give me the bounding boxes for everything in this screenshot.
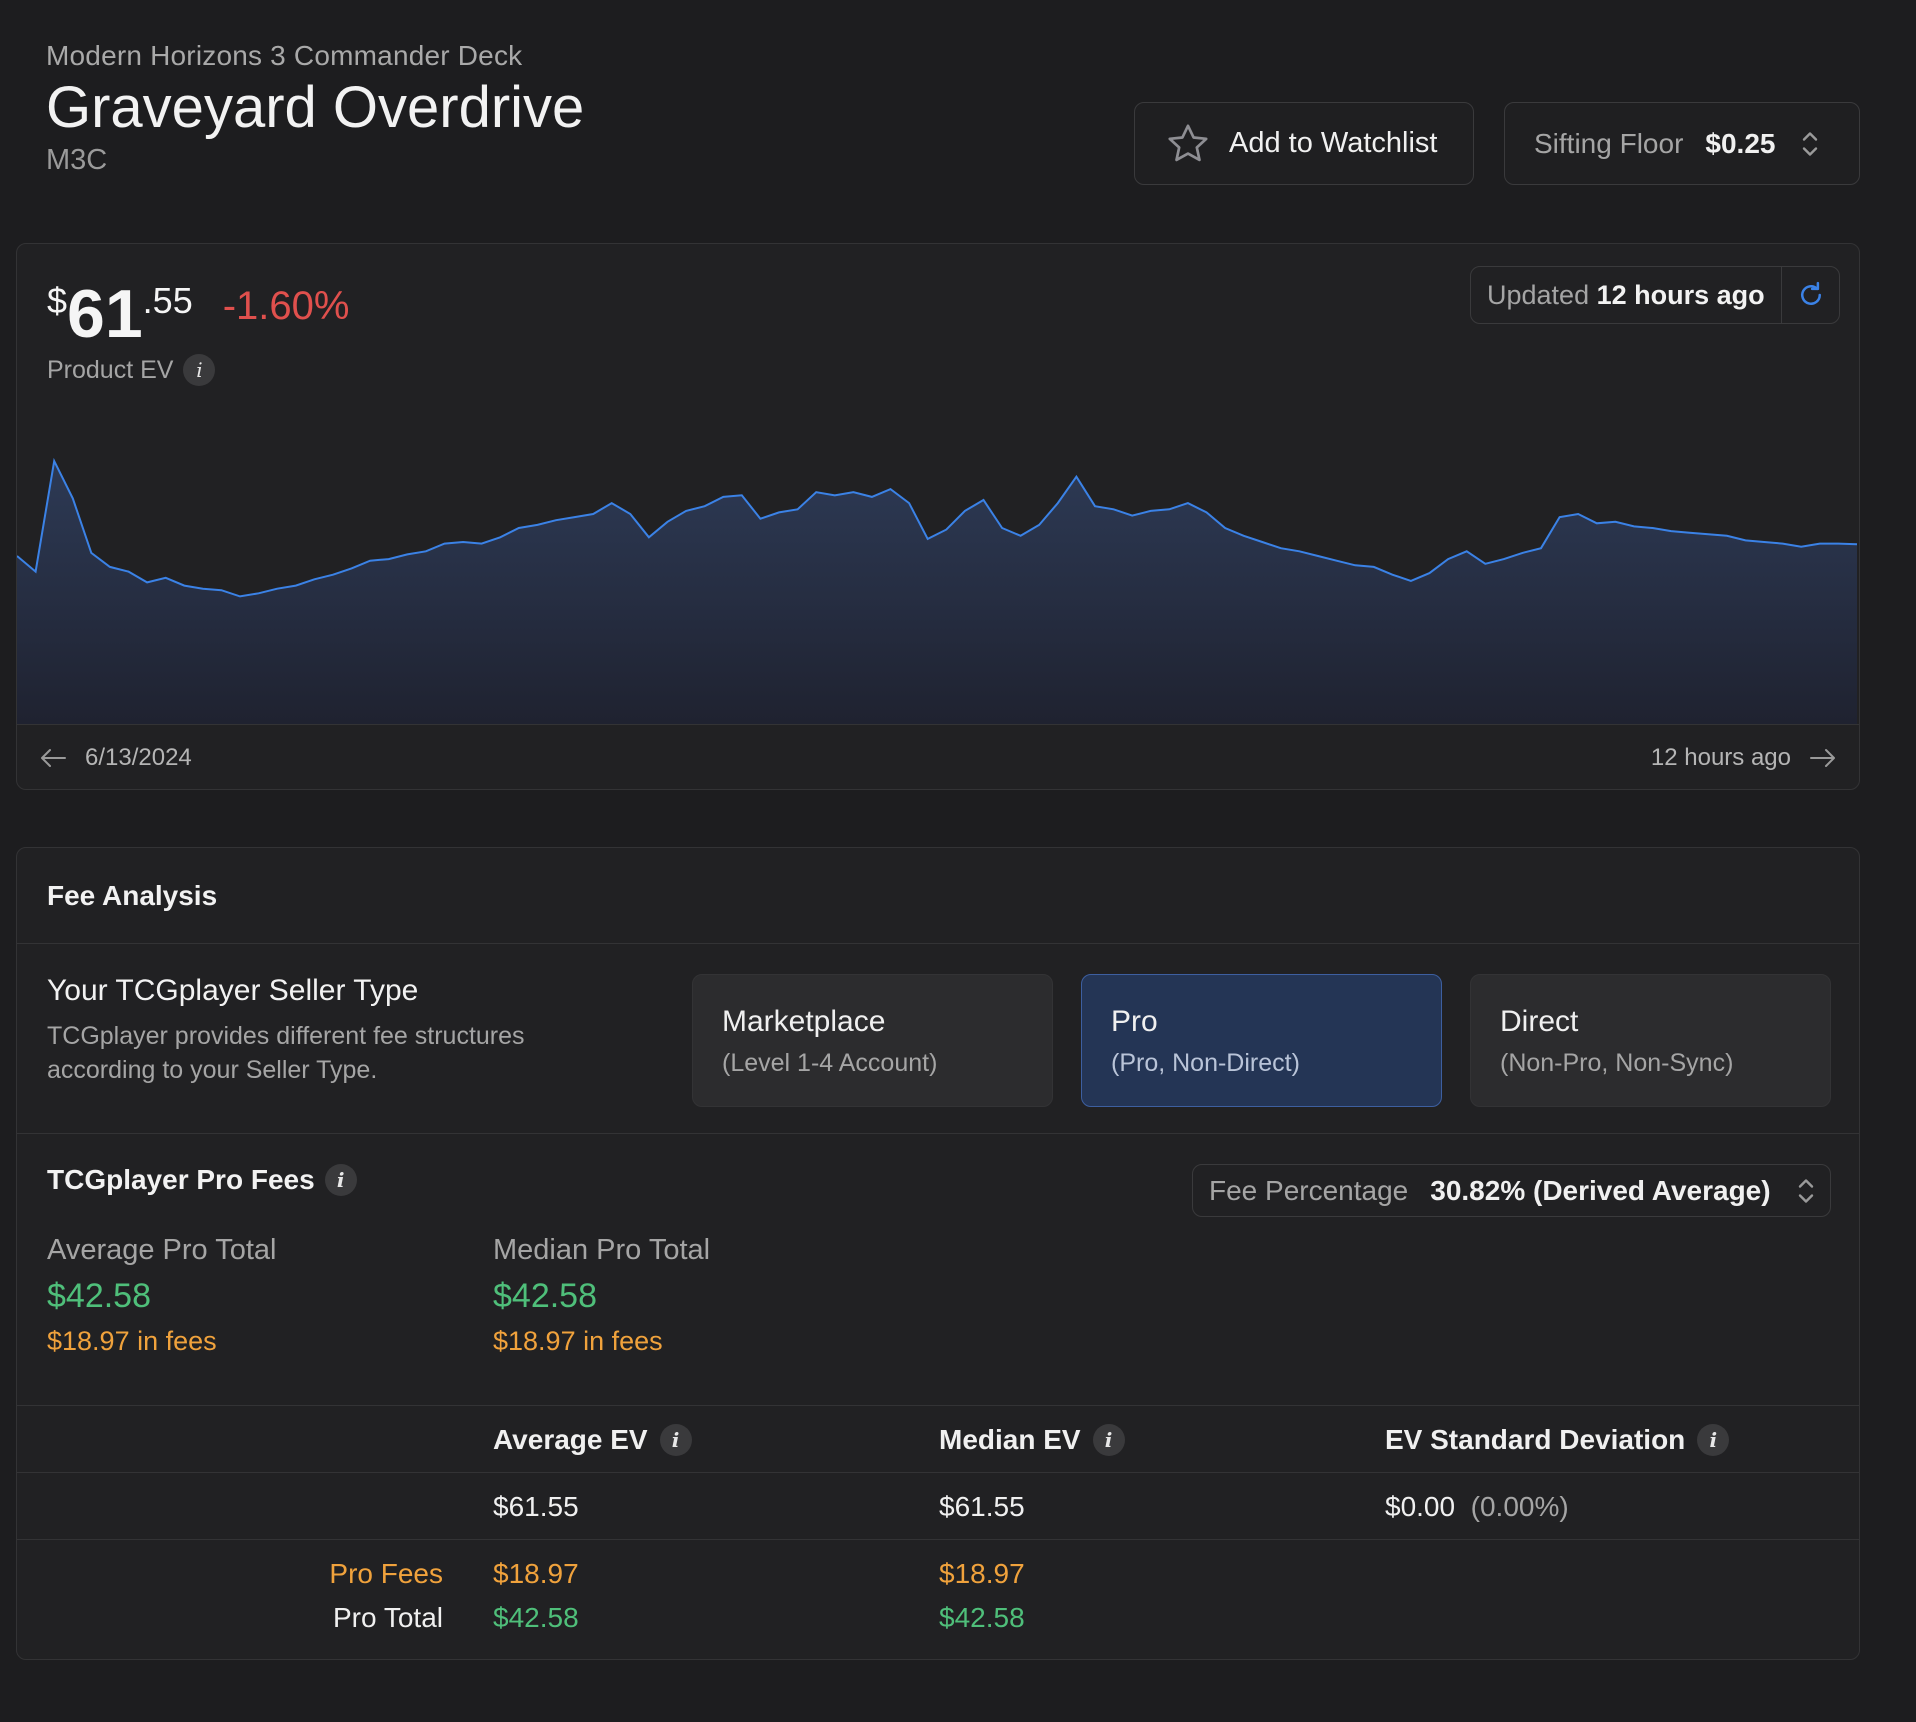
- fee-percentage-select[interactable]: Fee Percentage 30.82% (Derived Average): [1192, 1164, 1831, 1217]
- pro-fees-title-text: TCGplayer Pro Fees: [47, 1164, 315, 1195]
- median-pro-total: Median Pro Total $42.58 $18.97 in fees: [493, 1234, 710, 1357]
- median-pro-total-cell: $42.58: [939, 1602, 1025, 1633]
- option-detail: (Non-Pro, Non-Sync): [1500, 1049, 1734, 1077]
- sifting-floor-label: Sifting Floor: [1534, 127, 1684, 159]
- refresh-icon: [1800, 281, 1821, 305]
- product-ev-price: $ 61 .55 -1.60%: [47, 274, 349, 348]
- average-pro-total: Average Pro Total $42.58 $18.97 in fees: [47, 1234, 276, 1357]
- arrow-left-icon[interactable]: [39, 746, 67, 770]
- info-icon[interactable]: i: [1697, 1424, 1730, 1456]
- seller-type-description: TCGplayer provides different fee structu…: [47, 1022, 525, 1084]
- table-row: $61.55 $61.55 $0.00 (0.00%): [17, 1473, 1859, 1540]
- updated-text: Updated 12 hours ago: [1471, 280, 1781, 311]
- table-row: Pro Fees Pro Total $18.97 $42.58 $18.97 …: [17, 1540, 1859, 1660]
- chart-range-footer: 6/13/2024 12 hours ago: [17, 724, 1859, 789]
- ev-table: Average EV i Median EV i EV Standard Dev…: [17, 1406, 1859, 1660]
- sifting-floor-value: $0.25: [1705, 127, 1776, 159]
- std-dev-amount: $0.00: [1385, 1491, 1456, 1522]
- product-header: Modern Horizons 3 Commander Deck Graveya…: [46, 40, 584, 177]
- star-icon: [1168, 123, 1208, 161]
- info-icon[interactable]: i: [324, 1164, 357, 1196]
- arrow-right-icon[interactable]: [1809, 746, 1837, 770]
- median-ev-value: $61.55: [939, 1491, 1025, 1522]
- price-dollar: $: [47, 280, 68, 321]
- seller-option-marketplace[interactable]: Marketplace (Level 1-4 Account): [692, 974, 1053, 1107]
- chevron-updown-icon: [1803, 131, 1818, 156]
- chevron-updown-icon: [1798, 1178, 1813, 1203]
- fee-percentage-value: 30.82% (Derived Average): [1430, 1174, 1771, 1206]
- option-name: Pro: [1111, 1005, 1158, 1038]
- average-pro-fees: $18.97 in fees: [47, 1326, 217, 1356]
- median-pro-fees: $18.97 in fees: [493, 1326, 663, 1356]
- sifting-floor-select[interactable]: Sifting Floor $0.25: [1504, 102, 1860, 185]
- median-pro-fees-cell: $18.97: [939, 1558, 1025, 1589]
- price-whole: 61: [67, 276, 143, 352]
- info-icon[interactable]: i: [659, 1424, 692, 1456]
- seller-option-direct[interactable]: Direct (Non-Pro, Non-Sync): [1470, 974, 1831, 1107]
- chart-start-date: 6/13/2024: [85, 743, 192, 771]
- average-pro-total-value: $42.58: [47, 1277, 151, 1315]
- price-chart-card: $ 61 .55 -1.60% Product EV i Updated 12 …: [16, 243, 1860, 790]
- pro-fees-title: TCGplayer Pro Fees i: [47, 1164, 357, 1196]
- ev-table-header: Average EV i Median EV i EV Standard Dev…: [17, 1406, 1859, 1473]
- option-name: Marketplace: [722, 1005, 886, 1038]
- header-median-ev: Median EV i: [939, 1424, 1125, 1456]
- updated-value: 12 hours ago: [1596, 279, 1765, 310]
- seller-type-section: Your TCGplayer Seller Type TCGplayer pro…: [17, 944, 1859, 1134]
- set-code: M3C: [46, 143, 108, 176]
- watchlist-label: Add to Watchlist: [1229, 127, 1438, 159]
- header-ev-std-dev: EV Standard Deviation i: [1385, 1424, 1730, 1456]
- ev-area-chart[interactable]: [17, 434, 1860, 724]
- average-pro-total-cell: $42.58: [493, 1602, 579, 1633]
- product-ev-text: Product EV: [47, 355, 174, 384]
- product-ev-label: Product EV i: [47, 354, 216, 386]
- chart-line: [17, 457, 1858, 598]
- info-icon[interactable]: i: [183, 354, 216, 386]
- header-label: Average EV: [493, 1424, 648, 1455]
- product-title: Graveyard Overdrive: [46, 75, 585, 140]
- pro-fees-section: TCGplayer Pro Fees i Fee Percentage 30.8…: [17, 1134, 1859, 1406]
- add-to-watchlist-button[interactable]: Add to Watchlist: [1134, 102, 1474, 185]
- info-icon[interactable]: i: [1092, 1424, 1125, 1456]
- price-cents: .55: [142, 280, 193, 321]
- option-detail: (Pro, Non-Direct): [1111, 1049, 1300, 1077]
- updated-prefix: Updated: [1487, 279, 1590, 310]
- seller-option-pro[interactable]: Pro (Pro, Non-Direct): [1081, 974, 1442, 1107]
- pro-fees-row-label: Pro Fees: [329, 1558, 443, 1589]
- header-label: Median EV: [939, 1424, 1081, 1455]
- std-dev-percent: (0.00%): [1470, 1491, 1569, 1522]
- average-pro-fees-cell: $18.97: [493, 1558, 579, 1589]
- product-subtitle: Modern Horizons 3 Commander Deck: [46, 40, 523, 71]
- chart-end-label: 12 hours ago: [1650, 743, 1791, 771]
- refresh-button[interactable]: [1781, 267, 1839, 323]
- average-ev-value: $61.55: [493, 1491, 579, 1522]
- header-label: EV Standard Deviation: [1385, 1424, 1686, 1455]
- option-name: Direct: [1500, 1005, 1579, 1038]
- pro-total-row-label: Pro Total: [333, 1602, 443, 1633]
- updated-status: Updated 12 hours ago: [1470, 266, 1840, 324]
- option-detail: (Level 1-4 Account): [722, 1049, 938, 1077]
- median-pro-total-label: Median Pro Total: [493, 1234, 711, 1266]
- price-change: -1.60%: [222, 284, 350, 328]
- seller-type-title: Your TCGplayer Seller Type: [47, 974, 419, 1007]
- std-dev-value: $0.00 (0.00%): [1385, 1491, 1569, 1523]
- chart-area: [17, 461, 1857, 724]
- fee-analysis-card: Fee Analysis Your TCGplayer Seller Type …: [16, 847, 1860, 1660]
- median-pro-total-value: $42.58: [493, 1277, 597, 1315]
- average-pro-total-label: Average Pro Total: [47, 1234, 277, 1266]
- fee-percentage-label: Fee Percentage: [1209, 1174, 1409, 1206]
- fee-analysis-title: Fee Analysis: [17, 848, 1859, 944]
- header-average-ev: Average EV i: [493, 1424, 692, 1456]
